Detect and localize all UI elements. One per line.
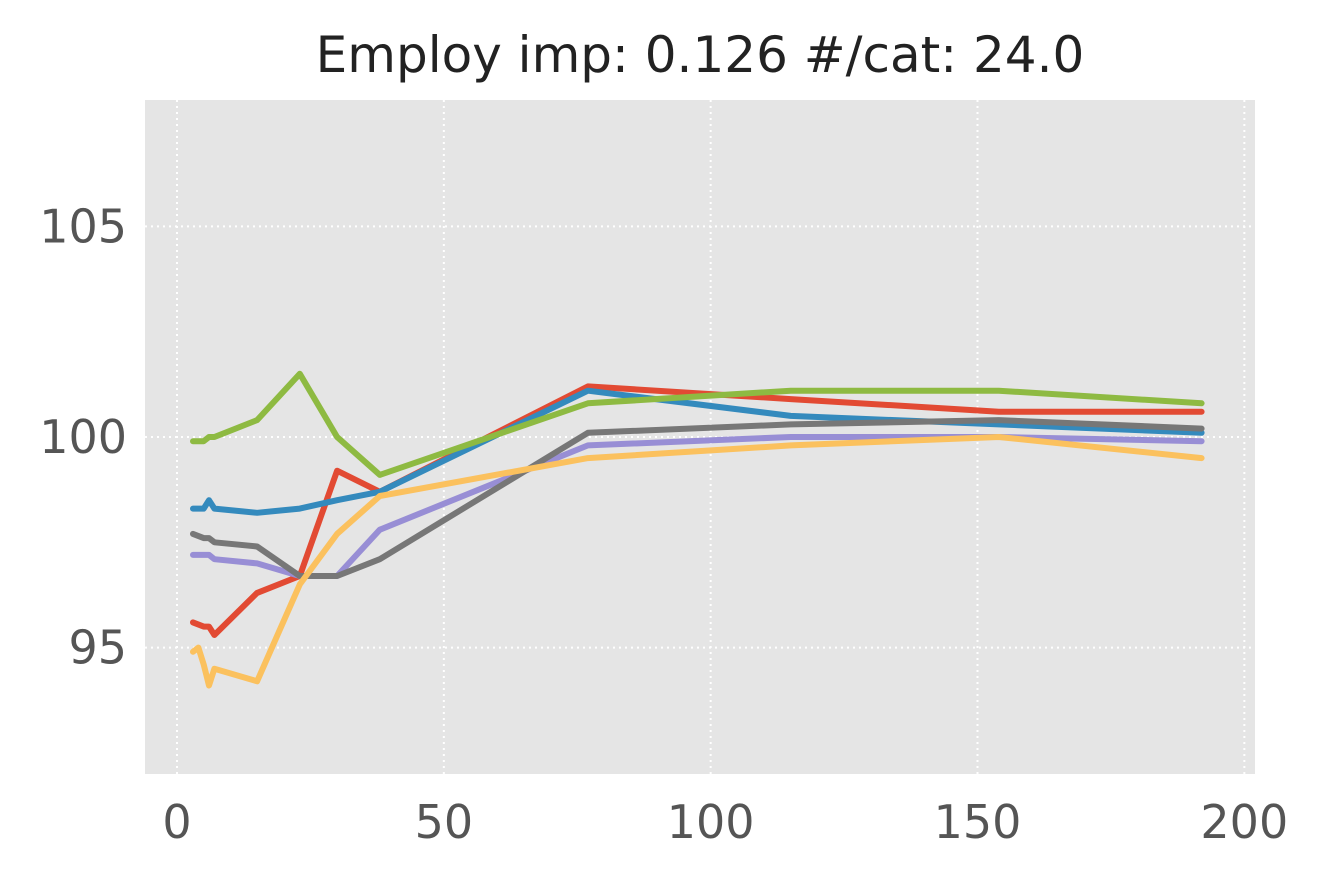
y-tick-label: 100 [39, 410, 127, 464]
y-tick-label: 95 [68, 621, 127, 675]
x-axis-tick-labels: 0 50 100 150 200 [162, 795, 1288, 849]
y-axis-tick-labels: 95 100 105 [39, 199, 127, 674]
x-tick-label: 150 [934, 795, 1022, 849]
series-layer [190, 370, 1205, 689]
series-line-1 [190, 383, 1205, 638]
chart-title: Employ imp: 0.126 #/cat: 24.0 [316, 26, 1085, 84]
series-line-4 [190, 417, 1205, 579]
x-tick-label: 0 [162, 795, 191, 849]
series-line-5 [190, 434, 1205, 689]
y-tick-label: 105 [39, 199, 127, 253]
x-tick-label: 100 [667, 795, 755, 849]
series-line-6 [190, 370, 1205, 478]
x-tick-label: 200 [1200, 795, 1288, 849]
series-line-2 [190, 387, 1205, 516]
x-tick-label: 50 [415, 795, 474, 849]
